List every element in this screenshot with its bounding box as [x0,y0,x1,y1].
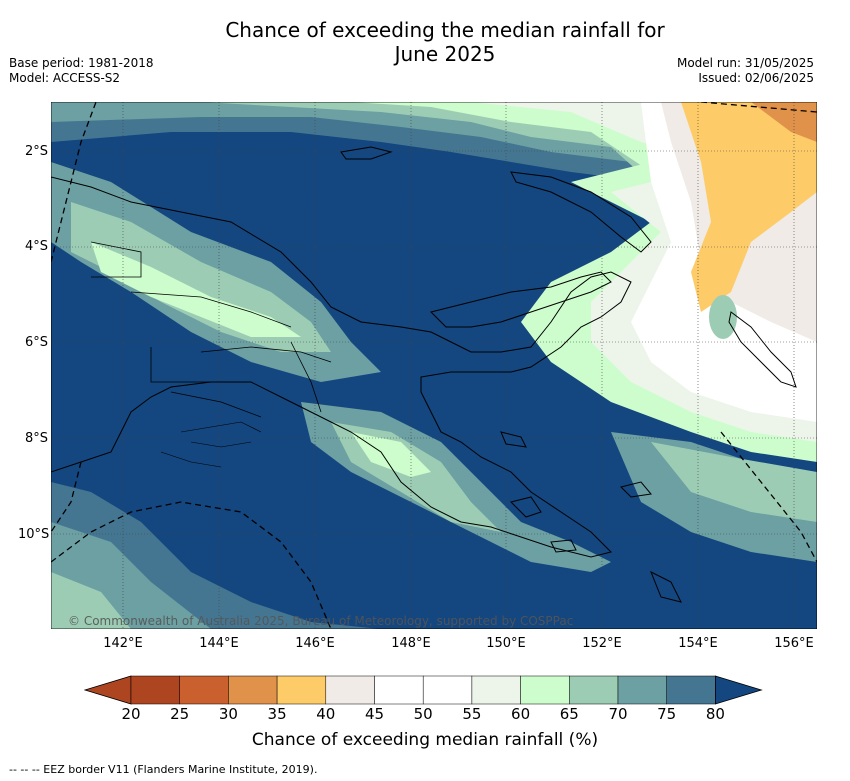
colorbar-under-triangle [85,676,131,704]
colorbar-segment [521,676,570,704]
lat-label-8s: 8°S [18,431,48,446]
lat-label-2s: 2°S [18,144,48,159]
colorbar-tick-label: 45 [355,705,395,723]
issued-date: Issued: 02/06/2025 [677,71,814,86]
lat-label-4s: 4°S [18,239,48,254]
lon-label-146e: 146°E [285,636,345,651]
colorbar-segment [667,676,716,704]
colorbar-segment [131,676,180,704]
colorbar-segment [423,676,472,704]
lon-label-148e: 148°E [381,636,441,651]
band-bougainville-65 [709,295,737,339]
colorbar-segment [180,676,229,704]
colorbar [84,675,768,705]
colorbar-segment [375,676,424,704]
colorbar-tick-label: 30 [208,705,248,723]
colorbar-segment [569,676,618,704]
colorbar-tick-label: 25 [160,705,200,723]
colorbar-tick-label: 75 [647,705,687,723]
colorbar-label: Chance of exceeding median rainfall (%) [0,730,850,750]
lon-label-152e: 152°E [572,636,632,651]
map-title: Chance of exceeding the median rainfall … [180,18,710,66]
colorbar-tick-label: 60 [501,705,541,723]
colorbar-tick-label: 35 [257,705,297,723]
lat-label-10s: 10°S [18,527,48,542]
title-line-2: June 2025 [180,42,710,66]
base-period: Base period: 1981-2018 [9,56,154,71]
colorbar-tick-label: 20 [111,705,151,723]
colorbar-tick-label: 65 [549,705,589,723]
colorbar-tick-label: 40 [306,705,346,723]
lat-label-6s: 6°S [18,335,48,350]
colorbar-segment [228,676,277,704]
colorbar-tick-label: 55 [452,705,492,723]
lon-label-150e: 150°E [476,636,536,651]
lon-label-142e: 142°E [93,636,153,651]
meta-left: Base period: 1981-2018 Model: ACCESS-S2 [9,56,154,86]
colorbar-tick-label: 50 [403,705,443,723]
colorbar-tick-label: 70 [598,705,638,723]
colorbar-tick-label: 80 [695,705,735,723]
colorbar-over-triangle [715,676,761,704]
title-line-1: Chance of exceeding the median rainfall … [180,18,710,42]
lon-label-156e: 156°E [764,636,824,651]
model-name: Model: ACCESS-S2 [9,71,154,86]
eez-legend-note: -- -- -- EEZ border V11 (Flanders Marine… [9,763,317,776]
meta-right: Model run: 31/05/2025 Issued: 02/06/2025 [677,56,814,86]
colorbar-segment [277,676,326,704]
colorbar-segment [618,676,667,704]
model-run: Model run: 31/05/2025 [677,56,814,71]
rainfall-map [51,102,817,629]
lon-label-144e: 144°E [189,636,249,651]
lon-label-154e: 154°E [668,636,728,651]
colorbar-segment [472,676,521,704]
colorbar-segment [326,676,375,704]
copyright-notice: © Commonwealth of Australia 2025, Bureau… [68,614,573,628]
